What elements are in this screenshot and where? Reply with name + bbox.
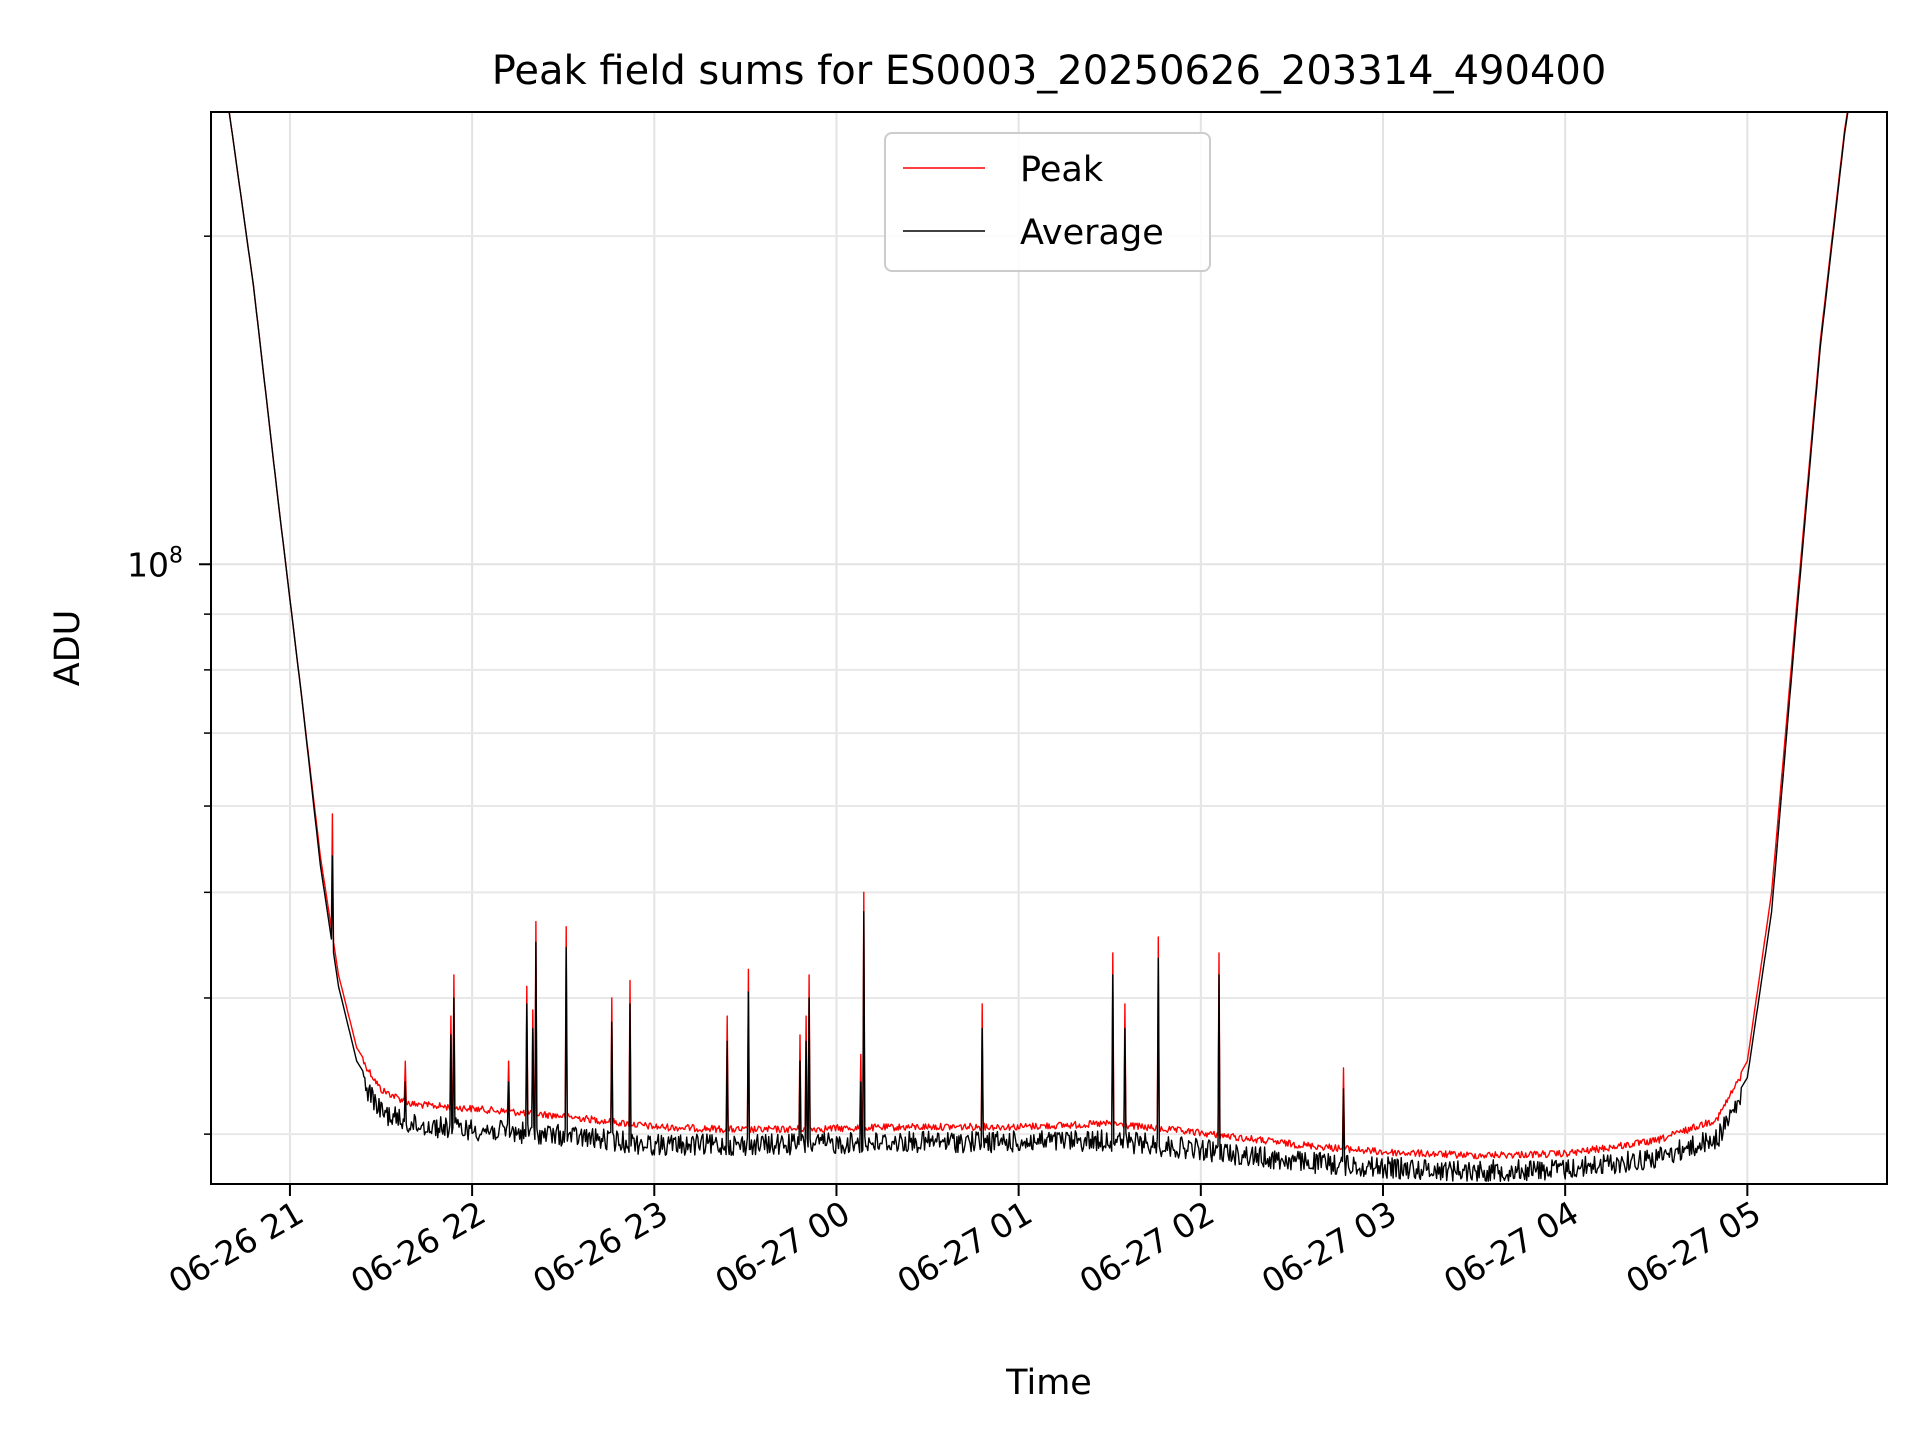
y-tick-label-exponent: 8 <box>169 543 183 568</box>
plot-frame <box>210 111 1888 1185</box>
x-axis-label: Time <box>1005 1363 1092 1403</box>
legend-average-label: Average <box>1020 213 1164 253</box>
legend: Peak Average <box>884 132 1211 272</box>
series-line-average <box>228 112 1849 1183</box>
series-line-peak <box>228 112 1849 1160</box>
legend-peak-label: Peak <box>1020 150 1104 190</box>
y-tick-label: 108 <box>127 543 183 584</box>
y-axis: 108 <box>127 235 211 1135</box>
y-axis-label: ADU <box>48 610 88 687</box>
y-tick-label-base: 10 <box>127 545 169 584</box>
chart-title: Peak field sums for ES0003_20250626_2033… <box>492 48 1607 94</box>
plot-area <box>228 112 1849 1183</box>
